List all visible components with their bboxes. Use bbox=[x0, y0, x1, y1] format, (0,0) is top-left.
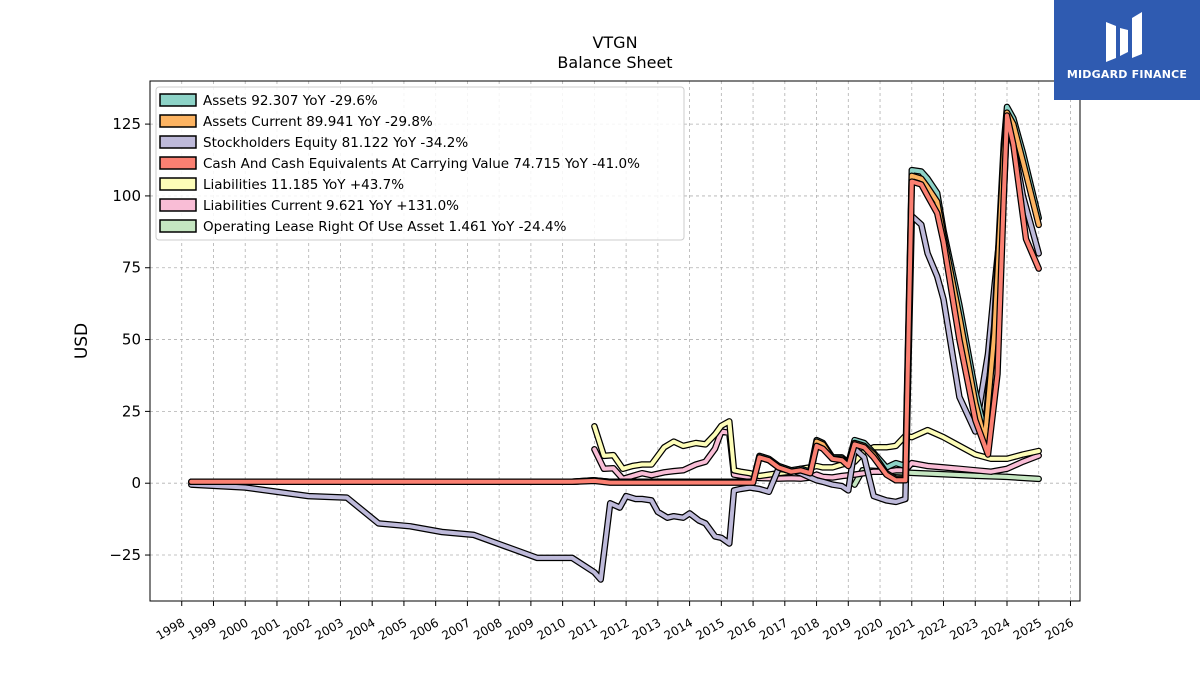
legend-entry: Liabilities Current 9.621 YoY +131.0% bbox=[159, 198, 459, 214]
series-layer bbox=[188, 103, 1042, 583]
series-line bbox=[189, 113, 1041, 485]
legend-label: Assets Current 89.941 YoY -29.8% bbox=[203, 114, 433, 130]
legend-entry: Liabilities 11.185 YoY +43.7% bbox=[159, 177, 404, 193]
legend-entry: Cash And Cash Equivalents At Carrying Va… bbox=[159, 156, 640, 172]
legend-swatch bbox=[159, 198, 197, 212]
series-1 bbox=[591, 428, 1042, 483]
legend-label: Liabilities Current 9.621 YoY +131.0% bbox=[203, 198, 459, 214]
legend-swatch bbox=[159, 93, 197, 107]
series-3 bbox=[188, 116, 1042, 583]
brand-name: MIDGARD FINANCE bbox=[1066, 68, 1188, 81]
legend-entry: Operating Lease Right Of Use Asset 1.461… bbox=[159, 219, 567, 235]
legend-label: Operating Lease Right Of Use Asset 1.461… bbox=[203, 219, 567, 235]
y-tick-label: 25 bbox=[122, 402, 141, 420]
x-axis: 1998199920002001200220032004200520062007… bbox=[154, 601, 1076, 643]
legend-swatch bbox=[159, 156, 197, 170]
y-tick-label: 0 bbox=[131, 474, 141, 492]
legend-swatch bbox=[159, 219, 197, 233]
y-tick-label: 100 bbox=[112, 187, 141, 205]
legend-box bbox=[155, 86, 685, 241]
legend-swatch bbox=[159, 135, 197, 149]
plot-frame bbox=[149, 80, 1081, 602]
legend-label: Liabilities 11.185 YoY +43.7% bbox=[203, 177, 404, 193]
series-6 bbox=[188, 112, 1042, 486]
legend-entry: Stockholders Equity 81.122 YoY -34.2% bbox=[159, 135, 468, 151]
legend: Assets 92.307 YoY -29.6% Assets Current 8… bbox=[155, 86, 685, 241]
brand-mark-icon bbox=[1106, 12, 1142, 62]
legend-label: Stockholders Equity 81.122 YoY -34.2% bbox=[203, 135, 468, 151]
legend-entry: Assets Current 89.941 YoY -29.8% bbox=[159, 114, 433, 130]
series-line bbox=[592, 429, 1041, 481]
legend-swatch bbox=[159, 114, 197, 128]
chart-title: VTGN bbox=[592, 33, 637, 52]
legend-label: Assets 92.307 YoY -29.6% bbox=[203, 93, 378, 109]
brand-logo: MIDGARD FINANCE bbox=[1054, 0, 1200, 100]
y-axis-label: USD bbox=[72, 323, 92, 359]
chart-subtitle: Balance Sheet bbox=[557, 53, 672, 72]
y-tick-label: 50 bbox=[122, 331, 141, 349]
legend-entry: Assets 92.307 YoY -29.6% bbox=[159, 93, 378, 109]
legend-label: Cash And Cash Equivalents At Carrying Va… bbox=[203, 156, 640, 172]
y-tick-label: 125 bbox=[112, 115, 141, 133]
legend-swatch bbox=[159, 177, 197, 191]
series-line bbox=[189, 117, 1041, 582]
y-tick-label: −25 bbox=[109, 546, 141, 564]
y-axis: −25 0 25 50 75 100 125 bbox=[109, 115, 150, 564]
y-tick-label: 75 bbox=[122, 259, 141, 277]
